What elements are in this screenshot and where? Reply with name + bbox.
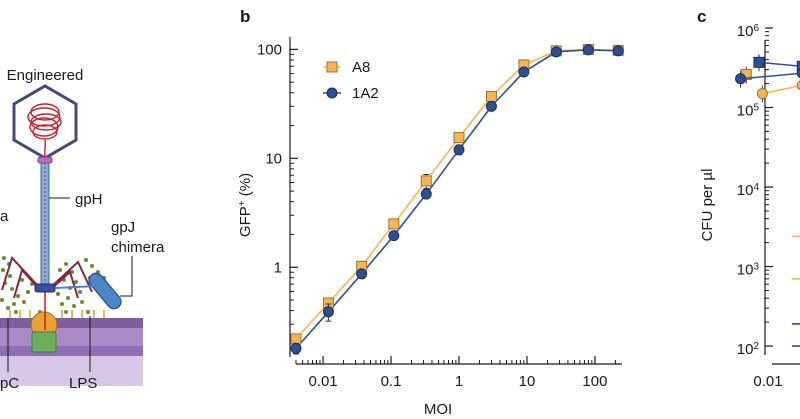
chart-b-x-axis-label: MOI bbox=[424, 401, 452, 418]
chart-c-point-circle bbox=[796, 80, 800, 91]
baseplate bbox=[34, 283, 56, 293]
chart-c-y-axis-label: CFU per µl bbox=[699, 169, 716, 242]
chart-b-ytick-label: 100 bbox=[257, 41, 282, 58]
chart-b-point-1a2 bbox=[356, 268, 368, 280]
diagram-leaders bbox=[7, 197, 133, 372]
cytoplasm-layer bbox=[0, 356, 143, 386]
chart-b-point-a8 bbox=[388, 218, 400, 230]
chimera-label: chimera bbox=[111, 239, 165, 256]
chart-c-point-circle bbox=[735, 73, 747, 85]
chart-c-xtick-label: 0.01 bbox=[753, 373, 782, 390]
chart-c-y-ticks bbox=[765, 27, 773, 347]
chart-b-series-line-a8 bbox=[295, 48, 619, 340]
chart-c-ytick-label: 104 bbox=[737, 182, 760, 200]
chart-b-point-1a2 bbox=[453, 144, 465, 156]
periplasm-layer bbox=[0, 328, 143, 346]
chart-c-series-line bbox=[740, 72, 800, 80]
partial-label-bottom: pC bbox=[0, 375, 19, 392]
chart-c-ytick-label: 106 bbox=[737, 23, 760, 41]
legend-label-1a2: 1A2 bbox=[352, 85, 379, 102]
legend-marker-a8 bbox=[326, 61, 338, 73]
chart-c-point-circle bbox=[796, 68, 800, 79]
chart-b-point-1a2 bbox=[612, 45, 624, 57]
chart-b-point-1a2 bbox=[388, 230, 400, 242]
chart-b-point-1a2 bbox=[550, 46, 562, 58]
gpj-label: gpJ bbox=[111, 219, 135, 236]
chart-c: 102 103 104 105 106 0.01 CFU per µl bbox=[699, 23, 800, 390]
chart-b: 1 10 100 0.01 0.1 1 10 100 MOI GFP+ (%) … bbox=[237, 37, 624, 418]
gph-label: gpH bbox=[75, 191, 103, 208]
legend-label-a8: A8 bbox=[352, 59, 370, 76]
chart-b-xtick-label: 0.1 bbox=[381, 373, 402, 390]
tail-tube bbox=[40, 162, 50, 289]
chart-c-series-line bbox=[758, 61, 800, 67]
chart-b-x-ticks bbox=[295, 356, 616, 364]
panel-c-letter: c bbox=[697, 7, 706, 26]
chart-b-xtick-label: 0.01 bbox=[308, 373, 337, 390]
gpj-chimera-icon bbox=[54, 272, 122, 310]
tail-fiber-icon bbox=[1, 256, 93, 330]
chart-c-point-square bbox=[753, 56, 765, 68]
chart-b-xtick-label: 10 bbox=[519, 373, 536, 390]
lps-stalks bbox=[9, 310, 105, 318]
chart-b-point-1a2 bbox=[582, 44, 594, 56]
chart-b-point-a8 bbox=[453, 132, 465, 144]
chart-b-series-line-1a2 bbox=[295, 49, 619, 349]
chart-b-xtick-label: 100 bbox=[582, 373, 607, 390]
chart-c-ytick-label: 102 bbox=[737, 341, 760, 359]
chart-b-point-a8 bbox=[420, 175, 432, 187]
chart-b-series bbox=[290, 43, 624, 355]
connector bbox=[37, 156, 53, 164]
receptor-protein bbox=[30, 311, 58, 353]
partial-label-top: a bbox=[0, 208, 9, 225]
lps-dots bbox=[0, 256, 106, 314]
chart-c-y-tick-labels: 102 103 104 105 106 bbox=[737, 23, 760, 359]
legend-marker-1a2 bbox=[326, 87, 338, 99]
chart-c-ytick-label: 103 bbox=[737, 261, 760, 279]
chart-b-ytick-label: 10 bbox=[265, 150, 282, 167]
inner-membrane bbox=[0, 346, 143, 356]
chart-b-legend: A8 1A2 bbox=[323, 59, 379, 102]
chart-b-ytick-label: 1 bbox=[274, 259, 282, 276]
chart-b-point-1a2 bbox=[420, 188, 432, 200]
chart-b-x-tick-labels: 0.01 0.1 1 10 100 bbox=[308, 373, 607, 390]
chart-b-point-1a2 bbox=[290, 342, 302, 354]
chart-c-point-circle bbox=[756, 88, 768, 100]
chart-b-point-1a2 bbox=[485, 100, 497, 112]
chart-b-point-1a2 bbox=[322, 306, 334, 318]
chart-c-ytick-label: 105 bbox=[737, 102, 760, 120]
chart-c-series-line bbox=[762, 85, 800, 95]
chart-b-xtick-label: 1 bbox=[455, 373, 463, 390]
chart-b-y-axis-label: GFP+ (%) bbox=[237, 173, 255, 237]
phage-diagram: Engineered gpH gpJ chimera a pC LPS bbox=[0, 67, 165, 392]
chart-b-y-tick-labels: 1 10 100 bbox=[257, 41, 282, 276]
chart-c-point-square bbox=[796, 60, 800, 72]
chart-c-series bbox=[735, 54, 800, 103]
chart-b-point-a8 bbox=[485, 90, 497, 102]
chart-c-legend-stubs bbox=[792, 235, 800, 347]
outer-membrane bbox=[0, 318, 143, 328]
chart-b-point-1a2 bbox=[518, 66, 530, 78]
panel-b-letter: b bbox=[240, 7, 250, 26]
dna-icon bbox=[27, 103, 62, 159]
lps-label: LPS bbox=[69, 375, 97, 392]
diagram-title: Engineered bbox=[7, 67, 84, 84]
chart-b-y-ticks bbox=[290, 48, 298, 344]
chart-c-x-tick-labels: 0.01 bbox=[753, 373, 782, 390]
chart-b-point-a8 bbox=[290, 333, 302, 345]
